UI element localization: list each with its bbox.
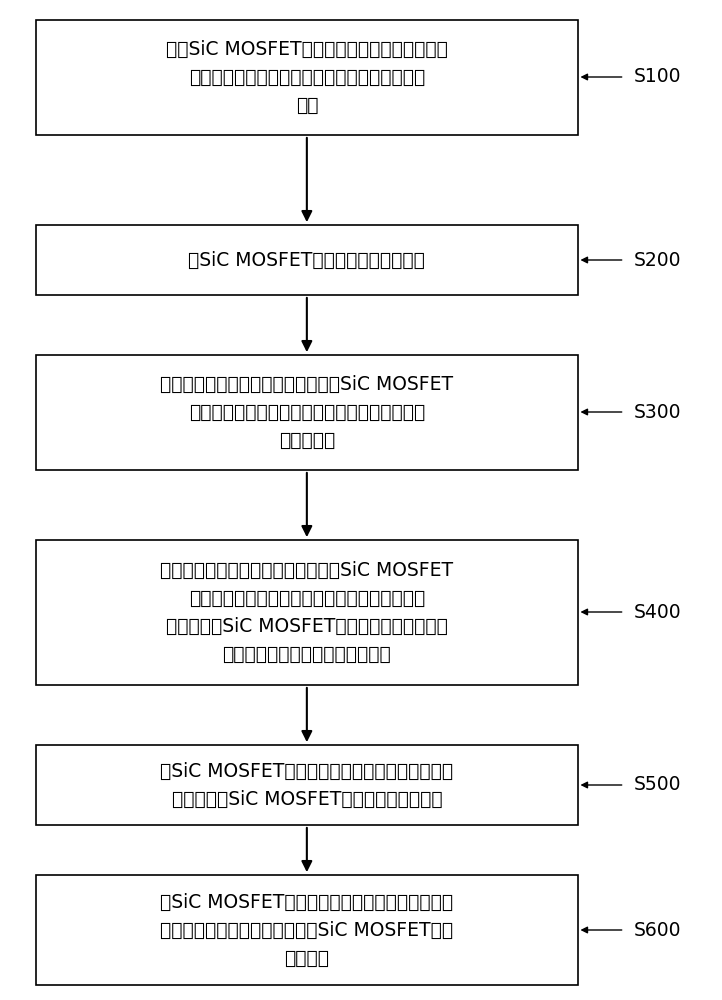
Text: 在高温栅偏试验不同的试验节点下对SiC MOSFET
器件进行电学参数测试，判断测量得到的阈值电
压是否有效: 在高温栅偏试验不同的试验节点下对SiC MOSFET 器件进行电学参数测试，判断…: [160, 375, 453, 450]
Text: S400: S400: [634, 602, 682, 621]
Text: 对SiC MOSFET器件进行高温栅偏试验: 对SiC MOSFET器件进行高温栅偏试验: [188, 250, 425, 269]
Text: 若测量得到的阈值电压无效，则评估SiC MOSFET
器件的应力中断时间，并根据应力中断时间和函
数关系获取SiC MOSFET器件的阈值电压恢复至
预设阈值所: 若测量得到的阈值电压无效，则评估SiC MOSFET 器件的应力中断时间，并根据…: [160, 561, 453, 664]
Text: S600: S600: [634, 920, 682, 940]
Bar: [36, 355, 578, 470]
Bar: [36, 540, 578, 685]
Text: 对SiC MOSFET器件施加额外施加应力时间的偏置
应力，获取SiC MOSFET器件此时的阈值电压: 对SiC MOSFET器件施加额外施加应力时间的偏置 应力，获取SiC MOSF…: [160, 762, 453, 808]
Text: S200: S200: [634, 250, 682, 269]
Text: S500: S500: [634, 776, 682, 794]
Bar: [36, 20, 578, 135]
Text: S300: S300: [634, 402, 682, 422]
Text: 获取SiC MOSFET器件的阈值电压漂移变化率与
应力中断时间和中断后额外施加应力时间的函数
关系: 获取SiC MOSFET器件的阈值电压漂移变化率与 应力中断时间和中断后额外施加…: [166, 40, 448, 115]
Bar: [36, 225, 578, 295]
Text: 将SiC MOSFET器件此时的阈值电压与标准阈值电
压进行比较，根据比较结果评估SiC MOSFET器件
的可靠性: 将SiC MOSFET器件此时的阈值电压与标准阈值电 压进行比较，根据比较结果评…: [160, 892, 453, 968]
Bar: [36, 745, 578, 825]
Bar: [36, 875, 578, 985]
Text: S100: S100: [634, 68, 682, 87]
